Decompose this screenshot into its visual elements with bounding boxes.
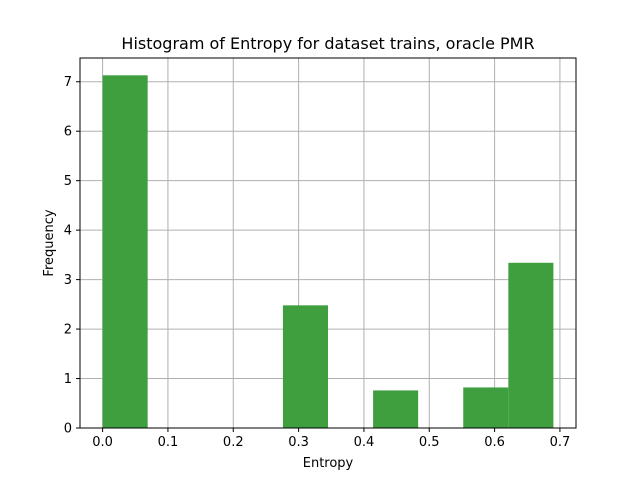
y-tick-label: 4 [64,224,72,239]
y-tick-label: 6 [64,125,72,140]
y-tick-label: 7 [64,75,72,90]
histogram-bar [102,75,148,428]
grid [80,58,576,429]
y-tick-label: 2 [64,323,72,338]
chart-title: Histogram of Entropy for dataset trains,… [121,34,534,53]
axis-ticks: 0.0 0.1 0.2 0.3 0.4 0.5 0.6 0.7 0 1 2 3 4 5 6 7 [64,75,571,450]
x-tick-label: 0.5 [419,435,440,450]
histogram-bar [508,262,554,428]
x-axis-label: Entropy [303,456,354,471]
histogram-bar [282,305,328,428]
histogram-bar [463,387,509,428]
y-tick-label: 1 [64,372,72,387]
bars [102,75,554,428]
x-tick-label: 0.1 [158,435,179,450]
x-tick-label: 0.0 [92,435,113,450]
y-tick-label: 5 [64,174,72,189]
x-tick-label: 0.2 [223,435,244,450]
plot-frame [79,57,577,429]
y-tick-label: 0 [64,422,72,437]
histogram-bar [373,390,419,428]
x-tick-label: 0.3 [288,435,309,450]
y-axis-label: Frequency [42,209,57,276]
x-tick-label: 0.4 [354,435,375,450]
x-tick-label: 0.7 [550,435,571,450]
y-tick-label: 3 [64,273,72,288]
x-tick-label: 0.6 [484,435,505,450]
